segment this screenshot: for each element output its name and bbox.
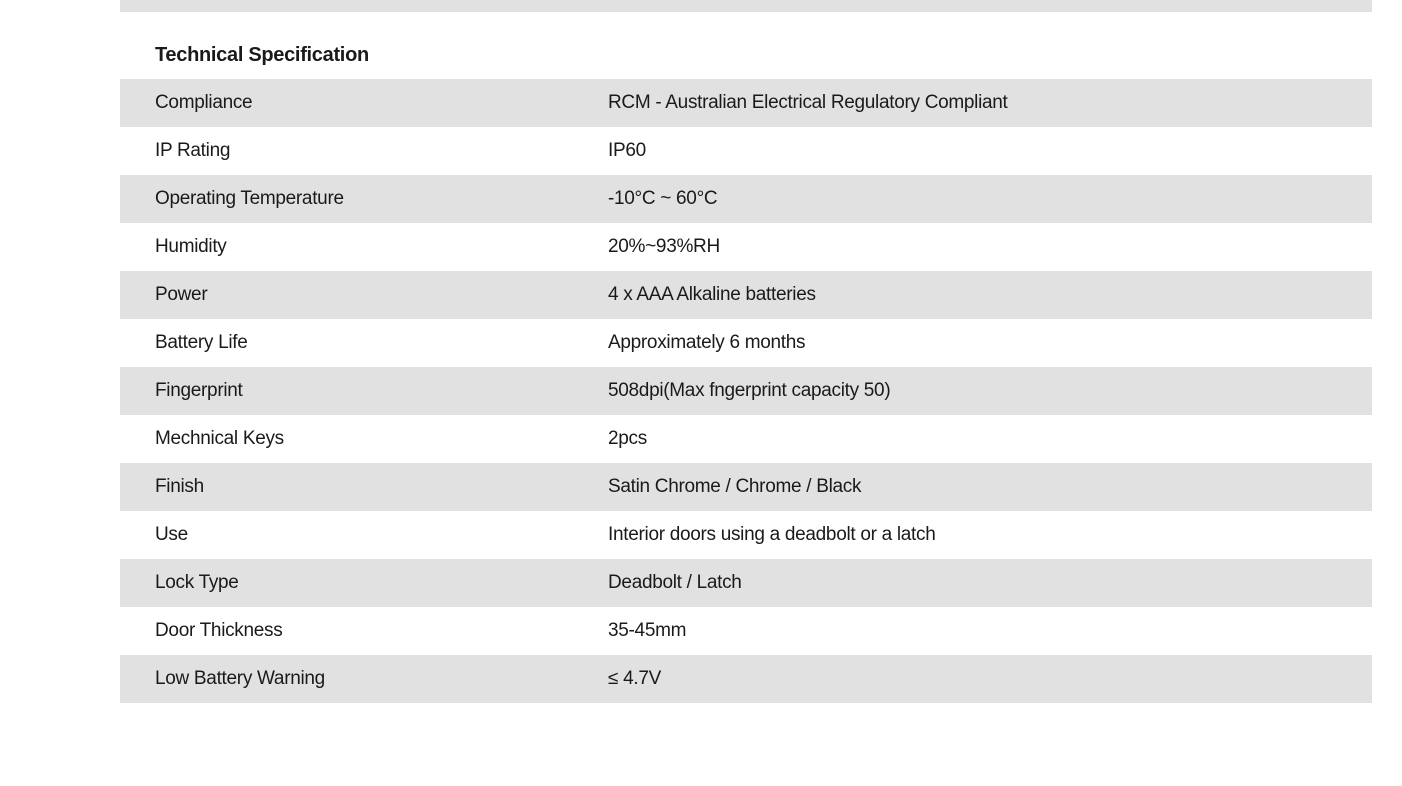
spec-value: -10°C ~ 60°C — [608, 188, 1372, 210]
table-row: Humidity 20%~93%RH — [120, 223, 1372, 271]
spec-label: Battery Life — [120, 332, 608, 354]
top-divider-bar — [120, 0, 1372, 12]
table-row: Power 4 x AAA Alkaline batteries — [120, 271, 1372, 319]
spec-value: Satin Chrome / Chrome / Black — [608, 476, 1372, 498]
table-row: Operating Temperature -10°C ~ 60°C — [120, 175, 1372, 223]
spec-label: Finish — [120, 476, 608, 498]
table-row: Compliance RCM - Australian Electrical R… — [120, 79, 1372, 127]
table-row: IP Rating IP60 — [120, 127, 1372, 175]
table-row: Lock Type Deadbolt / Latch — [120, 559, 1372, 607]
spec-value: 20%~93%RH — [608, 236, 1372, 258]
spec-label: Low Battery Warning — [120, 668, 608, 690]
spec-label: Compliance — [120, 92, 608, 114]
table-row: Use Interior doors using a deadbolt or a… — [120, 511, 1372, 559]
spec-label: Power — [120, 284, 608, 306]
spec-value: Deadbolt / Latch — [608, 572, 1372, 594]
spec-container: Technical Specification Compliance RCM -… — [0, 0, 1402, 703]
spec-value: 4 x AAA Alkaline batteries — [608, 284, 1372, 306]
table-row: Fingerprint 508dpi(Max fngerprint capaci… — [120, 367, 1372, 415]
table-row: Door Thickness 35-45mm — [120, 607, 1372, 655]
spec-label: Door Thickness — [120, 620, 608, 642]
spec-table: Compliance RCM - Australian Electrical R… — [0, 79, 1402, 703]
spec-value: Interior doors using a deadbolt or a lat… — [608, 524, 1372, 546]
spec-value: 508dpi(Max fngerprint capacity 50) — [608, 380, 1372, 402]
table-row: Low Battery Warning ≤ 4.7V — [120, 655, 1372, 703]
spec-value: Approximately 6 months — [608, 332, 1372, 354]
spec-label: Lock Type — [120, 572, 608, 594]
table-row: Finish Satin Chrome / Chrome / Black — [120, 463, 1372, 511]
spec-value: 2pcs — [608, 428, 1372, 450]
spec-value: 35-45mm — [608, 620, 1372, 642]
spec-value: IP60 — [608, 140, 1372, 162]
spec-label: Mechnical Keys — [120, 428, 608, 450]
section-title: Technical Specification — [0, 32, 1402, 79]
spec-label: Operating Temperature — [120, 188, 608, 210]
spec-label: IP Rating — [120, 140, 608, 162]
spec-label: Fingerprint — [120, 380, 608, 402]
spec-value: ≤ 4.7V — [608, 668, 1372, 690]
spec-value: RCM - Australian Electrical Regulatory C… — [608, 92, 1372, 114]
table-row: Mechnical Keys 2pcs — [120, 415, 1372, 463]
spec-label: Humidity — [120, 236, 608, 258]
table-row: Battery Life Approximately 6 months — [120, 319, 1372, 367]
spec-label: Use — [120, 524, 608, 546]
